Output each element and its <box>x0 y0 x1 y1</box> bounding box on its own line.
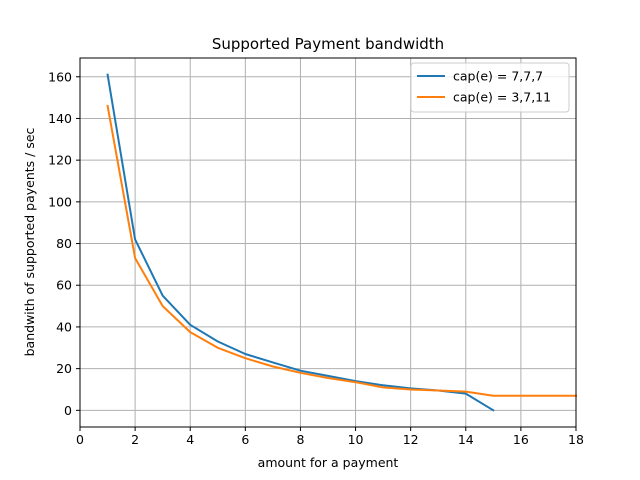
series-layer <box>106 73 577 412</box>
chart-title: Supported Payment bandwidth <box>212 35 444 53</box>
y-tick-label: 0 <box>64 403 72 418</box>
plot-frame <box>79 57 577 428</box>
x-tick-label: 2 <box>131 432 139 447</box>
legend: cap(e) = 7,7,7 cap(e) = 3,7,11 <box>410 62 570 113</box>
x-tick-label: 0 <box>76 432 84 447</box>
y-tick-label: 140 <box>48 111 72 126</box>
x-tick-label: 6 <box>241 432 249 447</box>
x-tick-label: 12 <box>403 432 419 447</box>
x-axis-label: amount for a payment <box>258 455 399 470</box>
x-tick-label: 10 <box>348 432 364 447</box>
x-axis-ticks: 0 2 4 6 8 10 12 14 16 18 <box>76 427 584 447</box>
legend-label-series-1: cap(e) = 7,7,7 <box>453 69 543 84</box>
y-tick-label: 20 <box>56 361 72 376</box>
y-tick-label: 60 <box>56 278 72 293</box>
y-tick-label: 160 <box>48 69 72 84</box>
x-tick-label: 18 <box>568 432 584 447</box>
legend-box <box>410 62 570 113</box>
x-tick-label: 4 <box>186 432 194 447</box>
legend-label-series-2: cap(e) = 3,7,11 <box>453 90 551 105</box>
x-tick-label: 16 <box>513 432 529 447</box>
x-tick-label: 8 <box>296 432 304 447</box>
y-tick-label: 80 <box>56 236 72 251</box>
y-tick-label: 40 <box>56 319 72 334</box>
y-tick-label: 120 <box>48 153 72 168</box>
x-tick-label: 14 <box>458 432 474 447</box>
series-line-2 <box>106 104 577 397</box>
y-axis-ticks: 0 20 40 60 80 100 120 140 160 <box>48 69 80 418</box>
y-tick-label: 100 <box>48 194 72 209</box>
y-axis-label: bandwith of supported payents / sec <box>22 127 37 356</box>
